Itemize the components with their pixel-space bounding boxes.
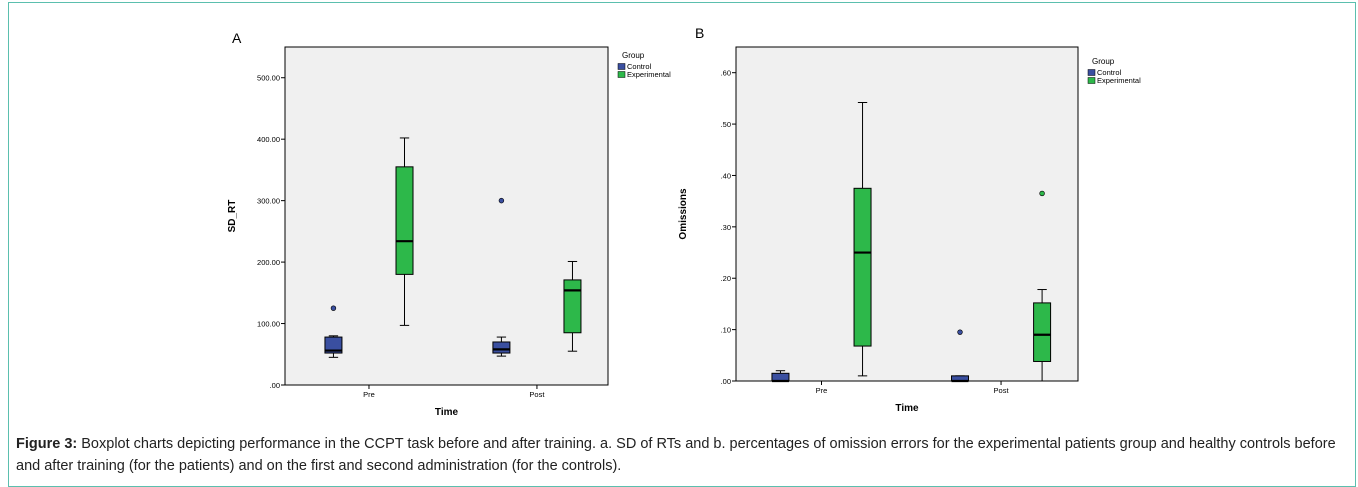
- y-tick-label: .00: [721, 377, 731, 386]
- box-experimental: [853, 187, 872, 347]
- y-tick-label: 100.00: [257, 320, 280, 329]
- box-control: [771, 372, 790, 382]
- box-experimental: [1033, 302, 1052, 362]
- x-tick-label: Pre: [816, 386, 828, 395]
- chart-panel-a: A .00 100.00 200.00 300.00 400.00 500.00 SD_RT P…: [227, 30, 671, 418]
- caption-text: Boxplot charts depicting performance in …: [16, 436, 1336, 474]
- legend-swatch: [1087, 77, 1096, 84]
- y-axis-title: SD_RT: [227, 200, 238, 233]
- figure-caption: Figure 3: Boxplot charts depicting perfo…: [16, 433, 1346, 477]
- y-tick-label: 400.00: [257, 135, 280, 144]
- plot-area: [735, 46, 1079, 382]
- box-control: [324, 336, 343, 354]
- legend-title: Group: [622, 51, 645, 60]
- x-axis-title: Time: [435, 407, 459, 418]
- y-tick-label: .00: [270, 381, 280, 390]
- x-tick-label: Post: [529, 390, 545, 399]
- y-tick-label: 200.00: [257, 258, 280, 267]
- y-tick-label: .50: [721, 120, 731, 129]
- y-tick-label: .20: [721, 274, 731, 283]
- x-tick-label: Pre: [363, 390, 375, 399]
- panel-label: B: [695, 25, 704, 41]
- y-tick-label: 500.00: [257, 74, 280, 83]
- chart-panel-b: B .00 .10 .20 .30 .40 .50 .60 Omissions Pre Post Ti…: [678, 25, 1141, 414]
- legend-swatch: [617, 71, 626, 78]
- caption-label: Figure 3:: [16, 436, 78, 452]
- y-tick-label: .60: [721, 69, 731, 78]
- box-control: [492, 341, 511, 354]
- legend-label: Experimental: [1097, 76, 1141, 85]
- x-tick-label: Post: [994, 386, 1010, 395]
- x-axis-title: Time: [895, 403, 919, 414]
- legend-label: Control: [627, 62, 652, 71]
- outlier-point: [957, 329, 963, 335]
- legend-swatch: [617, 63, 626, 70]
- legend-label: Experimental: [627, 70, 671, 79]
- legend-label: Control: [1097, 68, 1122, 77]
- box-experimental: [563, 279, 582, 334]
- box-experimental: [395, 166, 414, 275]
- y-tick-label: .30: [721, 223, 731, 232]
- outlier-point: [1039, 190, 1045, 197]
- y-tick-label: .10: [721, 326, 731, 335]
- outlier-point: [498, 197, 505, 204]
- plot-area: [284, 46, 609, 386]
- y-tick-label: 300.00: [257, 197, 280, 206]
- outlier-point: [330, 305, 337, 311]
- legend-swatch: [1087, 69, 1096, 76]
- y-axis-title: Omissions: [678, 188, 689, 240]
- y-tick-label: .40: [721, 171, 731, 180]
- legend-title: Group: [1092, 57, 1115, 66]
- panel-label: A: [232, 30, 242, 46]
